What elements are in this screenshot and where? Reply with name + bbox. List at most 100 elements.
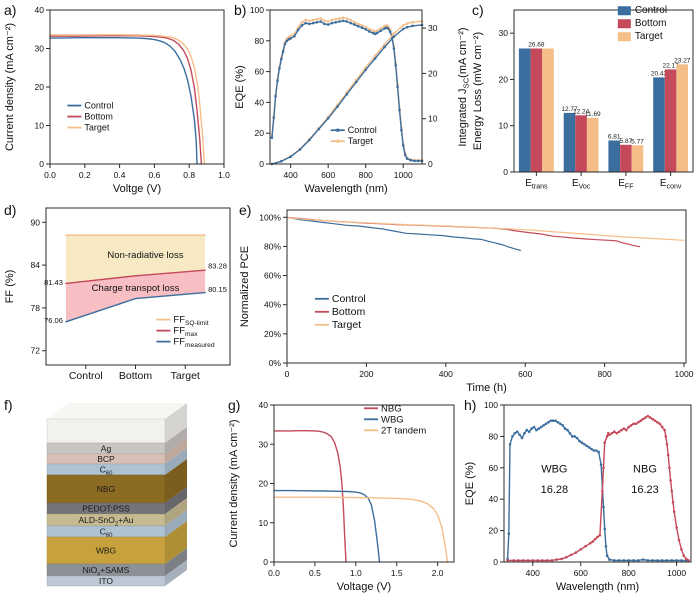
svg-text:Voltage (V): Voltage (V) xyxy=(337,581,391,593)
svg-text:20: 20 xyxy=(499,74,509,84)
svg-text:600: 600 xyxy=(574,568,588,578)
axes: 0 200 400 600 800 1000 0% 20% 40% 60% 80% 100% Time … xyxy=(239,212,694,394)
svg-text:NiOx+SAMS: NiOx+SAMS xyxy=(83,565,130,578)
svg-text:5.87: 5.87 xyxy=(620,138,633,145)
panel-label-b: b) xyxy=(234,2,247,18)
stack-layer xyxy=(46,403,187,444)
svg-text:90: 90 xyxy=(31,217,41,227)
panel-g: 0.0 0.5 1.0 1.5 2.0 0 10 20 30 40 Voltage (V) Curre… xyxy=(226,397,462,598)
chart-canvas-f: AgBCPC60NBGPEDOT:PSSALD-SnO2+AuC60WBGNiO… xyxy=(46,403,187,586)
svg-text:40%: 40% xyxy=(264,300,281,310)
svg-text:0.0: 0.0 xyxy=(44,170,56,180)
svg-text:EFF: EFF xyxy=(618,178,633,191)
svg-text:83.28: 83.28 xyxy=(208,262,227,271)
svg-text:WBG: WBG xyxy=(541,464,567,476)
series xyxy=(49,37,198,165)
chart-canvas-a: 0.0 0.2 0.4 0.6 0.8 1.0 0 10 20 30 40 Voltge (V) Cur… xyxy=(4,5,230,195)
stack-layer: ALD-SnO2+Au xyxy=(46,498,187,528)
bar-series: 26.68 12.24 5.87 22.17 xyxy=(528,42,679,172)
svg-text:FF (%): FF (%) xyxy=(4,270,16,304)
panel-label-a: a) xyxy=(4,2,17,18)
panel-d: Control Bottom Target 72 78 84 90 FF (%) 81.43 76… xyxy=(2,202,236,395)
svg-text:NBG: NBG xyxy=(97,484,115,494)
svg-text:10: 10 xyxy=(499,121,509,131)
svg-text:20: 20 xyxy=(255,128,265,138)
svg-text:5.77: 5.77 xyxy=(631,138,644,145)
panel-c: 12.77 6.81 20.43 26.68 12.24 5.87 22.17 11.69 5.… xyxy=(470,2,698,200)
chart-d-ff-loss-areas: Control Bottom Target 72 78 84 90 FF (%) 81.43 76… xyxy=(2,202,236,395)
svg-text:EVoc: EVoc xyxy=(572,178,591,191)
bar-series: 12.77 6.81 20.43 xyxy=(518,48,668,172)
svg-text:0: 0 xyxy=(285,369,290,379)
svg-text:Bottom: Bottom xyxy=(332,306,366,318)
chart-a-jv-curves: 0.0 0.2 0.4 0.6 0.8 1.0 0 10 20 30 40 Voltge (V) Cur… xyxy=(2,2,232,200)
svg-text:FFmeasured: FFmeasured xyxy=(173,337,214,350)
chart-canvas-g: 0.0 0.5 1.0 1.5 2.0 0 10 20 30 40 Voltage (V) Curre… xyxy=(228,400,455,593)
svg-text:1000: 1000 xyxy=(675,369,694,379)
panel-label-g: g) xyxy=(228,397,241,413)
svg-text:Target: Target xyxy=(332,319,361,331)
svg-text:C60: C60 xyxy=(100,527,113,540)
series xyxy=(270,19,424,163)
svg-text:100: 100 xyxy=(484,400,498,410)
chart-b-eqe-integrated-jsc: 400 600 800 1000 0 20 40 60 80 100 0 10 20 30 Waveleng… xyxy=(232,2,471,200)
svg-text:1000: 1000 xyxy=(667,568,686,578)
svg-text:Target: Target xyxy=(635,31,663,42)
axes: 0.0 0.5 1.0 1.5 2.0 0 10 20 30 40 Voltage (V) Curre… xyxy=(228,400,444,593)
svg-text:BCP: BCP xyxy=(97,454,115,464)
svg-text:81.43: 81.43 xyxy=(44,278,63,287)
svg-text:20: 20 xyxy=(489,526,499,536)
svg-text:Control: Control xyxy=(348,125,377,135)
svg-text:0: 0 xyxy=(259,159,264,169)
panel-label-f: f) xyxy=(4,397,13,413)
series xyxy=(273,489,381,563)
svg-text:10: 10 xyxy=(428,114,438,124)
svg-text:Bottom: Bottom xyxy=(84,112,113,122)
svg-text:12.77: 12.77 xyxy=(561,106,578,113)
panel-e: 0 200 400 600 800 1000 0% 20% 40% 60% 80% 100% Time … xyxy=(237,202,698,395)
svg-text:76.06: 76.06 xyxy=(44,316,63,325)
svg-text:WBG: WBG xyxy=(96,546,116,556)
svg-text:Time (h): Time (h) xyxy=(466,382,507,394)
svg-text:60: 60 xyxy=(489,463,499,473)
panel-f: Ag BCP C60 NBG PEDOT:PSS ALD-SnO2+Au C60 WBG NiO… xyxy=(2,397,225,598)
axes: Control Bottom Target 72 78 84 90 FF (%) xyxy=(4,217,200,382)
svg-text:30: 30 xyxy=(259,439,269,449)
svg-text:Non-radiative loss: Non-radiative loss xyxy=(107,250,183,261)
svg-text:40: 40 xyxy=(259,400,269,410)
svg-text:6.81: 6.81 xyxy=(608,134,621,141)
svg-text:12.24: 12.24 xyxy=(573,108,590,115)
svg-text:Control: Control xyxy=(635,5,667,16)
svg-text:0%: 0% xyxy=(269,358,282,368)
svg-text:400: 400 xyxy=(439,369,453,379)
series xyxy=(273,430,347,563)
svg-text:600: 600 xyxy=(518,369,532,379)
series xyxy=(65,291,206,323)
svg-text:Current density (mA cm⁻²): Current density (mA cm⁻²) xyxy=(4,23,16,151)
svg-text:0: 0 xyxy=(428,159,433,169)
svg-text:72: 72 xyxy=(31,346,41,356)
panel-h: 400 600 800 1000 0 20 40 60 80 100 Wavelength (nm)… xyxy=(462,397,698,598)
svg-text:80%: 80% xyxy=(264,241,281,251)
svg-text:EQE (%): EQE (%) xyxy=(464,462,476,505)
svg-text:Normalized PCE: Normalized PCE xyxy=(239,246,251,327)
svg-text:1.0: 1.0 xyxy=(218,170,230,180)
svg-text:0: 0 xyxy=(39,159,44,169)
panel-label-h: h) xyxy=(464,397,477,413)
svg-text:30: 30 xyxy=(35,44,45,54)
chart-canvas-c: 12.77 6.81 20.43 26.68 12.24 5.87 22.17 11.69 5.… xyxy=(472,5,694,191)
panel-label-e: e) xyxy=(239,202,252,218)
svg-text:PEDOT:PSS: PEDOT:PSS xyxy=(82,504,130,514)
series xyxy=(286,216,521,251)
svg-text:NBG: NBG xyxy=(381,403,402,414)
stack-layer: NiOx+SAMS xyxy=(46,548,187,578)
svg-text:Ag: Ag xyxy=(101,444,112,454)
series xyxy=(506,419,688,562)
svg-text:23.27: 23.27 xyxy=(674,57,691,64)
diagram-f-device-stack: Ag BCP C60 NBG PEDOT:PSS ALD-SnO2+Au C60 WBG NiO… xyxy=(2,397,225,598)
svg-text:20%: 20% xyxy=(264,329,281,339)
svg-text:Target: Target xyxy=(171,370,200,382)
svg-text:20: 20 xyxy=(428,68,438,78)
axes: 400 600 800 10000204060801000102030Waveleng… xyxy=(234,5,471,195)
